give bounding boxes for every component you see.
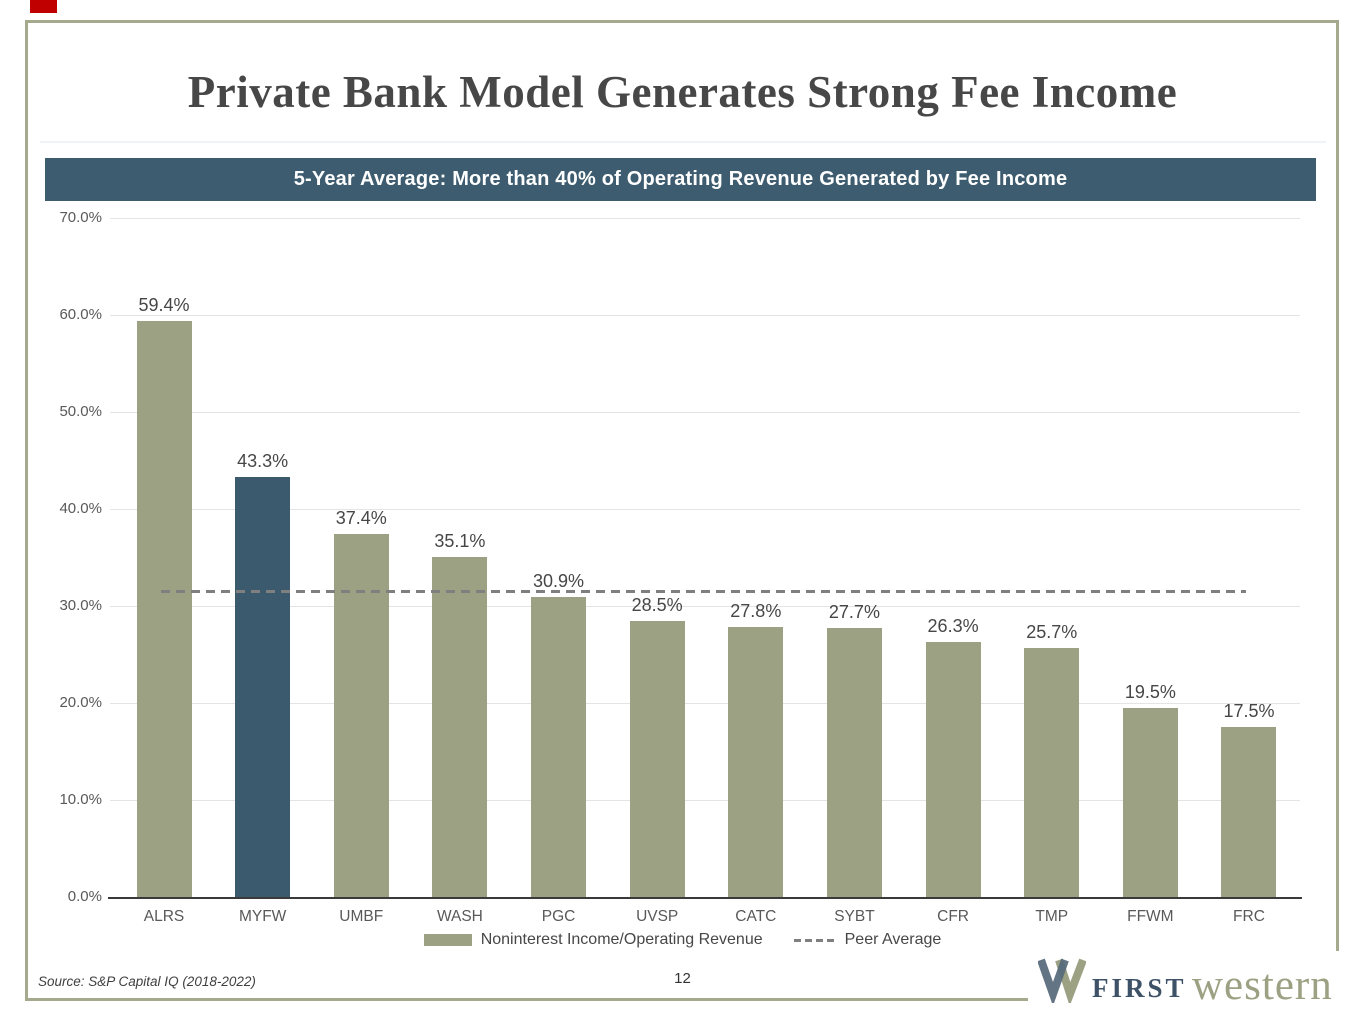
gridline-20 — [110, 703, 1300, 704]
w-logo-icon — [1038, 958, 1086, 1003]
bar-UVSP — [629, 620, 685, 897]
peer-average-line — [161, 590, 1246, 594]
x-axis-label-CATC: CATC — [735, 908, 777, 925]
y-axis-label-0: 0.0% — [67, 888, 102, 905]
y-axis-label-10: 10.0% — [59, 791, 102, 808]
chart-frame-line — [40, 141, 1326, 143]
bar-value-label-FFWM: 19.5% — [1124, 681, 1176, 702]
legend-dashed-line-icon — [793, 938, 836, 942]
bar-value-label-FRC: 17.5% — [1223, 701, 1275, 722]
logo-text-first: FIRST — [1092, 973, 1187, 1003]
source-note: Source: S&P Capital IQ (2018-2022) — [38, 974, 256, 989]
chart-title-text: 5-Year Average: More than 40% of Operati… — [293, 168, 1068, 190]
bar-value-label-MYFW: 43.3% — [237, 450, 289, 471]
company-logo: FIRST western — [1028, 951, 1365, 1024]
bar-TMP — [1024, 647, 1080, 897]
x-axis-label-PGC: PGC — [541, 908, 576, 925]
bar-value-label-UMBF: 37.4% — [335, 508, 387, 529]
bar-FFWM — [1122, 707, 1178, 897]
y-axis-label-20: 20.0% — [59, 694, 102, 711]
bar-value-label-SYBT: 27.7% — [828, 602, 880, 623]
bar-FRC — [1221, 727, 1277, 897]
bar-value-label-ALRS: 59.4% — [138, 294, 190, 315]
y-axis-label-40: 40.0% — [59, 500, 102, 517]
legend-peer-average-label: Peer Average — [844, 931, 942, 948]
y-axis-label-70: 70.0% — [59, 209, 102, 226]
x-axis-label-UMBF: UMBF — [339, 908, 384, 925]
page-number: 12 — [674, 970, 691, 987]
x-axis-line — [108, 897, 1302, 899]
x-axis-label-TMP: TMP — [1035, 908, 1069, 925]
x-axis-label-ALRS: ALRS — [143, 908, 185, 925]
bar-WASH — [432, 556, 488, 897]
bar-PGC — [531, 597, 587, 897]
red-marker — [30, 0, 57, 13]
gridline-70 — [110, 218, 1300, 219]
bar-SYBT — [826, 628, 882, 897]
logo-text-western: western — [1192, 962, 1333, 1009]
bar-MYFW — [235, 476, 291, 897]
y-axis-label-50: 50.0% — [59, 403, 102, 420]
bar-value-label-UVSP: 28.5% — [631, 594, 683, 615]
page-title: Private Bank Model Generates Strong Fee … — [187, 67, 1178, 117]
bar-ALRS — [136, 320, 192, 897]
chart-title-banner: 5-Year Average: More than 40% of Operati… — [45, 158, 1316, 201]
bar-CFR — [925, 641, 981, 897]
bar-value-label-TMP: 25.7% — [1026, 621, 1078, 642]
x-axis-label-SYBT: SYBT — [834, 908, 875, 925]
gridline-30 — [110, 606, 1300, 607]
y-axis-label-60: 60.0% — [59, 306, 102, 323]
legend-bar-swatch-icon — [423, 934, 472, 946]
x-axis-label-CFR: CFR — [937, 908, 969, 925]
gridline-50 — [110, 412, 1300, 413]
bar-value-label-WASH: 35.1% — [434, 530, 486, 551]
bar-UMBF — [333, 534, 389, 897]
bar-value-label-CFR: 26.3% — [927, 615, 979, 636]
bar-CATC — [728, 627, 784, 897]
x-axis-label-FRC: FRC — [1233, 908, 1265, 925]
x-axis-label-FFWM: FFWM — [1127, 908, 1174, 925]
gridline-10 — [110, 800, 1300, 801]
bar-value-label-CATC: 27.8% — [730, 601, 782, 622]
legend-series-label: Noninterest Income/Operating Revenue — [480, 931, 763, 948]
slide-border — [25, 20, 1339, 1001]
gridline-40 — [110, 509, 1300, 510]
bar-value-label-PGC: 30.9% — [533, 571, 585, 592]
x-axis-label-UVSP: UVSP — [636, 908, 679, 925]
x-axis-label-MYFW: MYFW — [238, 908, 287, 925]
chart-legend: Noninterest Income/Operating Revenue Pee… — [0, 931, 1365, 949]
y-axis-label-30: 30.0% — [59, 597, 102, 614]
x-axis-label-WASH: WASH — [436, 908, 483, 925]
gridline-60 — [110, 315, 1300, 316]
